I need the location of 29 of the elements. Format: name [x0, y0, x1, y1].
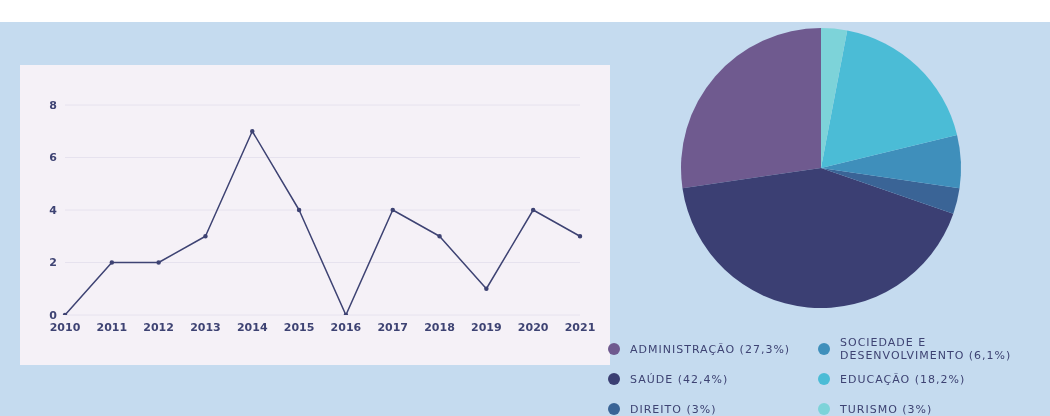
x-tick-label: 2012 [143, 320, 174, 334]
pie-slice [681, 28, 821, 189]
y-tick-label: 8 [49, 98, 57, 112]
legend-label: TURISMO (3%) [840, 402, 933, 416]
legend-label: SAÚDE (42,4%) [630, 372, 729, 386]
y-tick-label: 0 [49, 308, 58, 322]
legend-label: EDUCAÇÃO (18,2%) [840, 372, 966, 386]
pie-slice [821, 28, 848, 168]
x-tick-label: 2018 [424, 320, 455, 334]
y-tick-label: 4 [49, 203, 58, 217]
legend-label: SOCIEDADE E DESENVOLVIMENTO (6,1%) [840, 336, 1013, 362]
x-tick-label: 2013 [190, 320, 221, 334]
pie-slice [821, 134, 961, 189]
x-tick-label: 2010 [49, 320, 81, 334]
y-tick-label: 6 [49, 151, 58, 165]
x-tick-label: 2019 [471, 320, 502, 334]
x-tick-label: 2021 [564, 320, 596, 334]
legend-label: ADMINISTRAÇÃO (27,3%) [630, 342, 791, 356]
x-tick-label: 2020 [517, 320, 549, 334]
y-tick-label: 2 [49, 256, 57, 270]
x-tick-label: 2015 [283, 320, 315, 334]
pie-slice [682, 168, 954, 308]
legend-label: DIREITO (3%) [630, 402, 717, 416]
x-tick-label: 2011 [96, 320, 128, 334]
pie-slice [821, 168, 960, 214]
pie-slice [821, 30, 958, 168]
x-tick-label: 2014 [236, 320, 268, 334]
x-tick-label: 2016 [330, 320, 362, 334]
x-tick-label: 2017 [377, 320, 409, 334]
